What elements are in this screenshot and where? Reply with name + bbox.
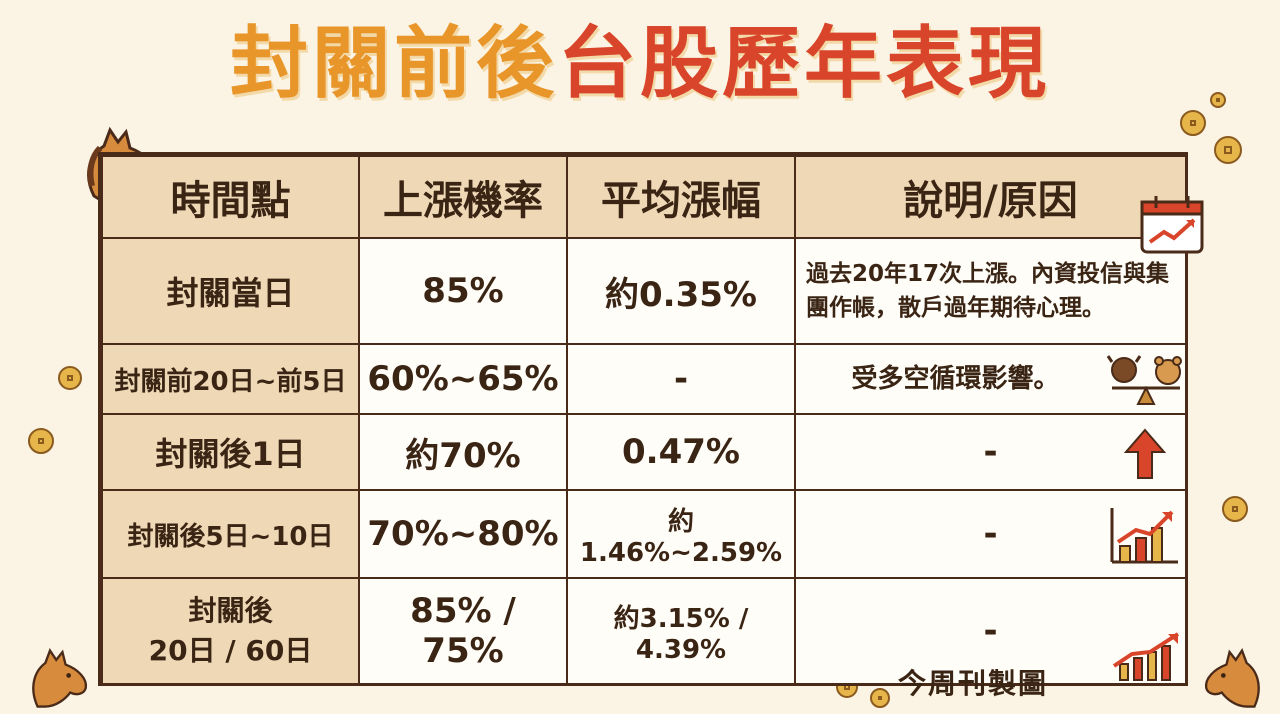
row-note: 受多空循環影響。 [794,343,1187,415]
calendar-chart-icon [1140,196,1204,254]
arrow-up-icon [1124,428,1166,479]
coin-icon [1210,92,1226,108]
bar-chart-up-icon [1110,508,1178,564]
line-chart-up-icon [1112,632,1180,681]
row-rise-prob: 約70% [358,413,568,491]
coin-icon [870,688,890,708]
header-avg-gain: 平均漲幅 [566,155,796,239]
row-period: 封關當日 [101,237,360,345]
header-rise-prob: 上漲機率 [358,155,568,239]
row-period: 封關後 20日 / 60日 [101,577,360,685]
bull-bear-scale-icon [1106,355,1182,405]
table-row: 封關前20日~前5日 60%~65% - 受多空循環影響。 [101,343,1187,415]
footer-credit: 今周刊製圖 [898,667,1049,700]
row-rise-prob: 85% [358,237,568,345]
coin-icon [1180,110,1206,136]
row-avg-gain: 0.47% [566,413,796,491]
header-note: 說明/原因 [794,155,1187,239]
page-title: 封關前後台股歷年表現 [0,14,1280,114]
row-period-line1: 封關後 [188,594,273,627]
row-avg-gain: - [566,343,796,415]
row-note: - [794,413,1187,491]
row-note: - [794,489,1187,579]
title-part1: 封關前後 [229,19,558,109]
coin-icon [1214,136,1242,164]
horse-icon [1204,648,1260,708]
row-period: 封關後1日 [101,413,360,491]
coin-icon [1222,496,1248,522]
header-period: 時間點 [101,155,360,239]
row-period: 封關後5日~10日 [101,489,360,579]
data-table: 時間點 上漲機率 平均漲幅 說明/原因 封關當日 85% 約0.35% 過去20… [98,152,1188,686]
table-row: 封關後 20日 / 60日 85% / 75% 約3.15% / 4.39% - [101,577,1187,685]
row-rise-prob: 60%~65% [358,343,568,415]
coin-icon [58,366,82,390]
coin-icon [28,428,54,454]
row-rise-prob: 85% / 75% [358,577,568,685]
row-avg-gain: 約3.15% / 4.39% [566,577,796,685]
row-avg-gain: 約0.35% [566,237,796,345]
horse-icon [32,648,88,708]
table-row: 封關當日 85% 約0.35% 過去20年17次上漲。內資投信與集團作帳，散戶過… [101,237,1187,345]
row-period-line2: 20日 / 60日 [148,634,313,667]
title-part2: 台股歷年表現 [558,19,1051,109]
row-period: 封關前20日~前5日 [101,343,360,415]
row-avg-gain: 約1.46%~2.59% [566,489,796,579]
table-row: 封關後1日 約70% 0.47% - [101,413,1187,491]
table-row: 封關後5日~10日 70%~80% 約1.46%~2.59% - [101,489,1187,579]
row-note: 過去20年17次上漲。內資投信與集團作帳，散戶過年期待心理。 [794,237,1187,345]
row-rise-prob: 70%~80% [358,489,568,579]
table-header-row: 時間點 上漲機率 平均漲幅 說明/原因 [101,155,1187,239]
